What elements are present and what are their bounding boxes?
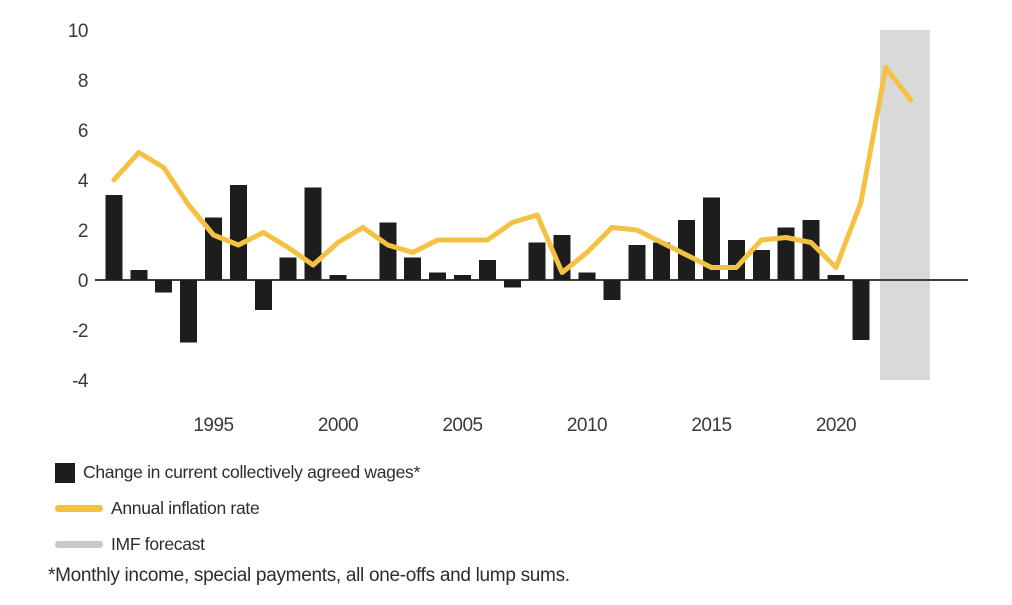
yellow-line-swatch [55,505,103,512]
gray-line-swatch [55,541,103,548]
bar-2021 [852,280,870,340]
bar-2011 [603,280,621,300]
bar-2017 [752,250,770,280]
bar-2020 [827,275,845,280]
legend-label-inflation: Annual inflation rate [111,498,260,518]
y-tick-label: 4 [78,171,89,192]
x-tick-label: 2020 [816,415,856,436]
x-tick-label: 2005 [442,415,482,436]
y-tick-label: -4 [72,371,89,392]
bar-1992 [130,270,148,280]
y-tick-label: -2 [72,321,88,342]
bar-1991 [105,195,123,280]
bar-2008 [528,242,546,280]
y-tick-label: 10 [68,21,88,42]
y-tick-label: 0 [78,271,88,292]
y-tick-label: 2 [78,221,88,242]
x-tick-label: 2010 [567,415,607,436]
x-tick-label: 1995 [193,415,233,436]
bar-1996 [229,185,247,280]
bar-2015 [703,197,720,280]
bar-2019 [802,220,820,280]
bar-1998 [279,257,297,280]
black-square-swatch [55,462,75,483]
chart-legend: Change in current collectively agreed wa… [55,462,420,570]
bar-2004 [429,272,447,280]
legend-item-forecast: IMF forecast [55,534,420,555]
bar-2000 [329,275,347,280]
bar-1999 [304,187,322,280]
bar-2012 [628,245,646,280]
x-tick-label: 2015 [691,415,731,436]
inflation-line [111,65,914,275]
bar-2007 [503,280,521,288]
bar-2002 [379,222,397,280]
bar-2013 [653,242,671,280]
bar-1997 [254,280,272,310]
chart-footnote: *Monthly income, special payments, all o… [48,565,570,586]
bar-1994 [180,280,198,343]
y-tick-label: 8 [78,71,88,92]
imf-forecast-band [880,30,930,380]
bar-2014 [678,220,696,280]
bar-2006 [478,260,496,280]
y-tick-label: 6 [78,121,88,142]
legend-item-wages: Change in current collectively agreed wa… [55,462,420,483]
bar-2003 [404,257,422,280]
x-tick-label: 2000 [318,415,358,436]
chart-canvas: 10 8 6 4 2 0 -2 -4 1995 2000 2005 2010 2015 2020 [68,21,968,436]
legend-item-inflation: Annual inflation rate [55,498,420,519]
legend-label-forecast: IMF forecast [111,534,205,554]
bar-1993 [155,280,173,293]
bar-2010 [578,272,596,280]
bar-2005 [454,275,471,280]
legend-label-wages: Change in current collectively agreed wa… [83,462,420,482]
